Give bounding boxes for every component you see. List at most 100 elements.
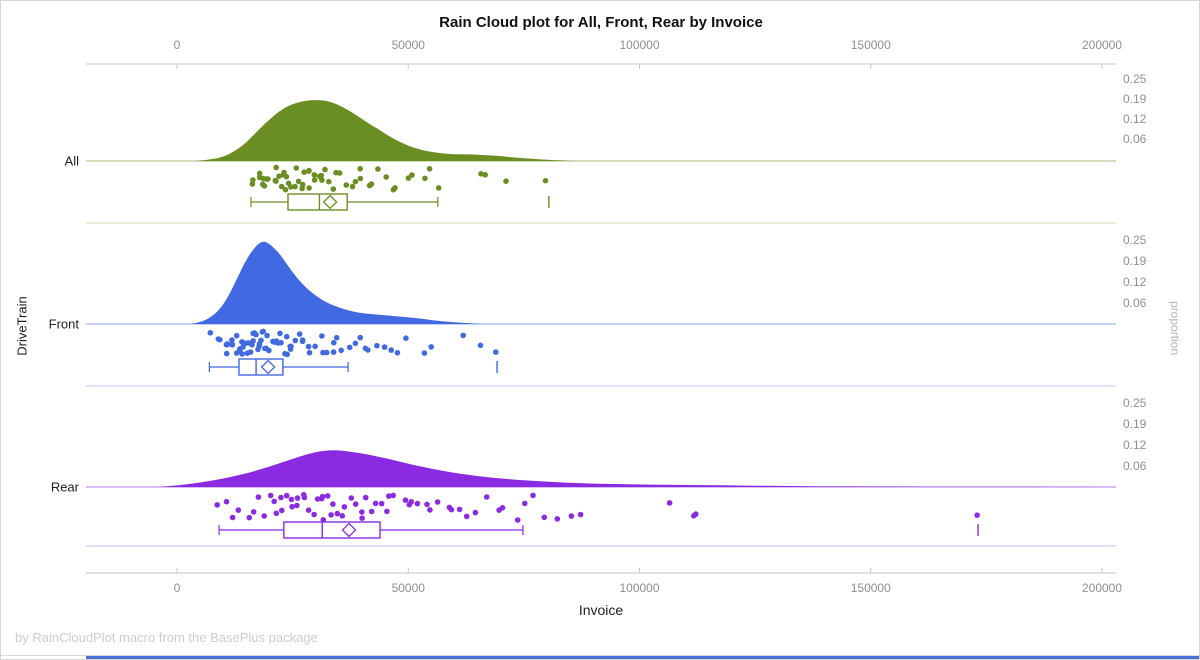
data-point (477, 342, 484, 349)
data-point (279, 507, 285, 514)
data-point (273, 164, 280, 171)
data-point (261, 513, 268, 519)
mean-diamond (260, 359, 276, 375)
data-point (378, 500, 385, 507)
data-point (541, 514, 548, 521)
data-point (284, 351, 291, 358)
bottom-scrollbar[interactable] (86, 656, 1199, 659)
data-point (311, 172, 318, 178)
data-point (249, 342, 255, 348)
data-point (383, 174, 390, 180)
category-label-all: All (64, 153, 79, 169)
proportion-tick-label: 0.19 (1123, 92, 1147, 106)
data-point (384, 508, 390, 515)
proportion-tick-label: 0.06 (1123, 296, 1147, 310)
data-point (229, 337, 235, 343)
data-point (278, 494, 284, 501)
data-point (514, 517, 521, 523)
data-point (253, 331, 259, 338)
data-point (448, 506, 455, 513)
mean-diamond (322, 194, 338, 210)
data-point (294, 495, 301, 501)
data-point (368, 181, 375, 187)
data-point (365, 347, 371, 353)
x-tick-label-bottom: 100000 (619, 581, 660, 595)
data-point (693, 511, 699, 517)
data-point (281, 169, 287, 176)
data-point (330, 186, 337, 192)
data-point (295, 178, 302, 185)
data-point (426, 166, 433, 172)
data-point (343, 182, 350, 188)
data-point (374, 342, 380, 349)
data-point (428, 344, 435, 350)
data-point (311, 177, 318, 183)
data-point (256, 343, 262, 349)
data-point (283, 173, 290, 180)
data-point (288, 496, 295, 503)
density-curve (190, 241, 483, 324)
data-point (381, 344, 388, 350)
data-point (362, 494, 369, 501)
data-point (319, 333, 325, 339)
data-point (392, 185, 398, 191)
x-tick-label-top: 100000 (619, 38, 660, 52)
data-point (503, 178, 509, 184)
x-tick-label-top: 200000 (1081, 38, 1123, 52)
data-point (554, 516, 561, 522)
data-point (320, 517, 327, 523)
data-point (215, 336, 222, 342)
data-point (577, 511, 584, 518)
proportion-tick-label: 0.19 (1123, 417, 1147, 431)
data-point (341, 504, 348, 510)
data-point (278, 339, 284, 346)
data-point (273, 178, 279, 184)
data-point (568, 513, 575, 519)
data-point (349, 183, 356, 190)
data-point (357, 166, 364, 172)
data-point (235, 507, 242, 513)
data-point (305, 343, 312, 350)
bottom-divider (1, 655, 1199, 656)
data-point (422, 175, 428, 182)
data-point (666, 500, 673, 506)
data-point (288, 343, 294, 350)
data-point (499, 505, 506, 511)
data-point (348, 495, 355, 501)
x-tick-label-top: 150000 (850, 38, 891, 52)
data-point (522, 500, 528, 507)
data-point (460, 332, 467, 339)
category-label-front: Front (48, 316, 79, 332)
data-point (301, 494, 308, 501)
data-point (530, 492, 536, 499)
data-point (312, 343, 318, 350)
data-point (271, 498, 278, 505)
data-point (250, 509, 257, 515)
data-point (357, 175, 364, 182)
data-point (330, 501, 336, 507)
proportion-tick-label: 0.12 (1123, 438, 1147, 452)
data-point (346, 344, 353, 351)
data-point (322, 166, 328, 173)
data-point (255, 494, 262, 500)
data-point (324, 493, 331, 499)
data-point (334, 510, 341, 517)
data-point (301, 169, 307, 175)
data-point (246, 514, 253, 521)
data-point (277, 330, 283, 337)
data-point (276, 173, 282, 179)
proportion-tick-label: 0.25 (1123, 72, 1147, 86)
data-point (352, 501, 359, 507)
data-point (299, 337, 306, 343)
data-point (394, 350, 401, 356)
data-point (305, 507, 312, 513)
proportion-tick-label: 0.12 (1123, 112, 1147, 126)
data-point (357, 334, 364, 341)
data-point (456, 506, 463, 513)
data-point (311, 511, 317, 518)
data-point (229, 341, 236, 348)
x-tick-label-top: 0 (173, 38, 181, 52)
data-point (293, 165, 300, 171)
